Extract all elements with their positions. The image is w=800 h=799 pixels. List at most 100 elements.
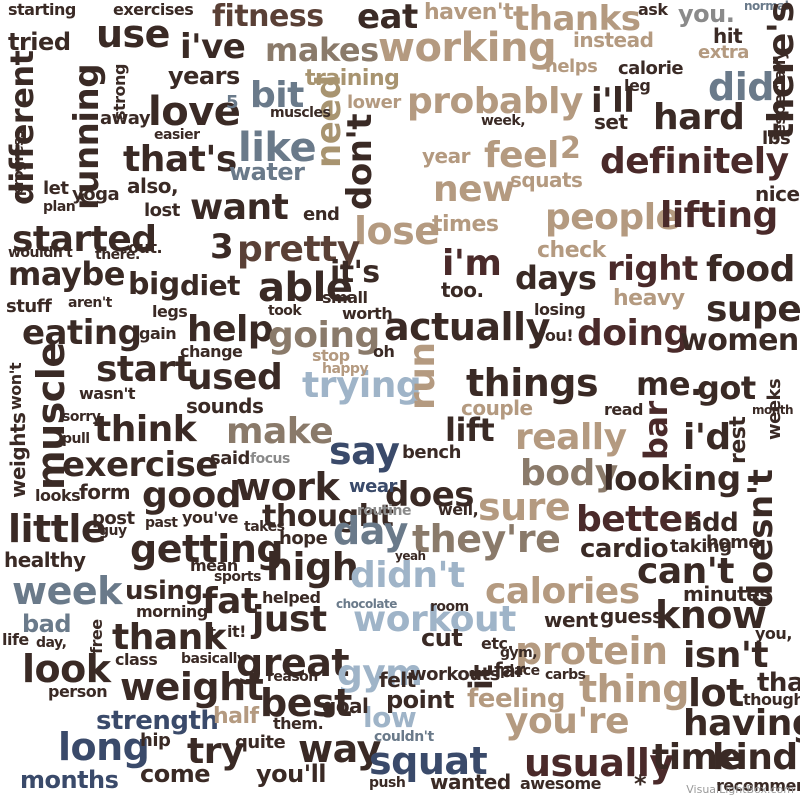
word: you're (505, 701, 630, 742)
word: women (680, 323, 799, 358)
word: you've (182, 508, 239, 527)
word: want (190, 187, 289, 228)
word: years (168, 62, 240, 90)
word: hip (140, 730, 171, 751)
word: healthy (4, 548, 86, 572)
word: person (48, 682, 108, 701)
word: add (685, 508, 739, 538)
word: chocolate (336, 597, 397, 611)
word: week (12, 569, 122, 613)
word: calorie (618, 58, 684, 79)
word: post (92, 508, 135, 529)
word: taking (670, 536, 732, 557)
word: use (96, 12, 170, 56)
word: year (422, 144, 470, 168)
word: probably (407, 81, 583, 122)
word: too. (441, 278, 484, 302)
word: it's (330, 255, 380, 290)
word: trying (302, 365, 422, 406)
word: that's (123, 139, 237, 180)
word: maybe (8, 255, 125, 293)
word: goal (322, 694, 369, 718)
word: fat (202, 581, 258, 622)
word: i'll (591, 81, 635, 121)
word: there. (95, 247, 140, 263)
word: things (466, 361, 599, 405)
word: sorry (62, 409, 101, 425)
word: eating (22, 313, 142, 353)
word: said (210, 448, 250, 469)
word: helps (545, 56, 598, 77)
word: thank (112, 617, 227, 658)
word: went (544, 608, 598, 632)
word: form (79, 480, 131, 504)
word: exercises (113, 0, 194, 19)
word: instead (573, 28, 654, 52)
word: though. (743, 690, 800, 709)
word: days (515, 259, 597, 297)
word: push (369, 775, 406, 791)
word: definitely (600, 141, 789, 182)
word: extra (698, 42, 749, 63)
word: you'll (256, 760, 327, 788)
word: way (298, 727, 381, 771)
word: small (322, 288, 368, 307)
word: quite (235, 732, 286, 753)
word: don't (340, 113, 380, 210)
word: kind (712, 737, 798, 778)
word: eat (357, 0, 418, 37)
word: started (12, 219, 157, 260)
word: muscles (270, 105, 331, 121)
word: lose (354, 209, 440, 253)
word: also, (127, 174, 179, 198)
word: you! (535, 326, 574, 345)
word: heavy (613, 286, 685, 311)
word: especially (770, 50, 789, 135)
word: make (226, 411, 334, 452)
word: mean (190, 556, 238, 575)
word: far (494, 658, 525, 682)
word: water (229, 158, 305, 186)
word: working (378, 25, 557, 71)
word: time (652, 737, 742, 778)
word: better (576, 499, 700, 540)
word: weight (120, 665, 264, 709)
word: worth (342, 304, 393, 323)
word: easier (154, 127, 200, 143)
word: legs (152, 302, 188, 321)
word: long (58, 725, 150, 769)
word: guess (600, 604, 664, 628)
word: going (268, 315, 380, 356)
word: carbs (545, 667, 586, 683)
word: doing (577, 313, 689, 354)
word: usually (524, 741, 674, 785)
word: bad (22, 610, 72, 638)
word: losing (534, 300, 586, 319)
word: just (252, 599, 327, 640)
word: etc. (481, 634, 514, 653)
word: out. (128, 238, 163, 257)
word: actually (384, 305, 550, 349)
word: times (432, 212, 499, 237)
word: squat (369, 739, 488, 783)
word: fitness (212, 0, 324, 34)
word: gym (337, 653, 423, 694)
word: people (545, 197, 680, 238)
word: wasn't (79, 384, 136, 403)
word: know (655, 593, 767, 637)
word: away (100, 108, 151, 129)
word: life (2, 630, 29, 649)
word: hit (713, 24, 743, 48)
word: past (145, 515, 178, 531)
word: well, (438, 500, 479, 519)
word: thanks (513, 0, 641, 39)
word: low (363, 701, 417, 734)
word: couldn't (374, 729, 434, 745)
word: you, (755, 624, 792, 643)
word: i'm (442, 243, 502, 284)
word: using (125, 576, 203, 606)
word: gain (139, 324, 177, 343)
word: feeling (467, 684, 566, 714)
word: getting (130, 527, 284, 571)
